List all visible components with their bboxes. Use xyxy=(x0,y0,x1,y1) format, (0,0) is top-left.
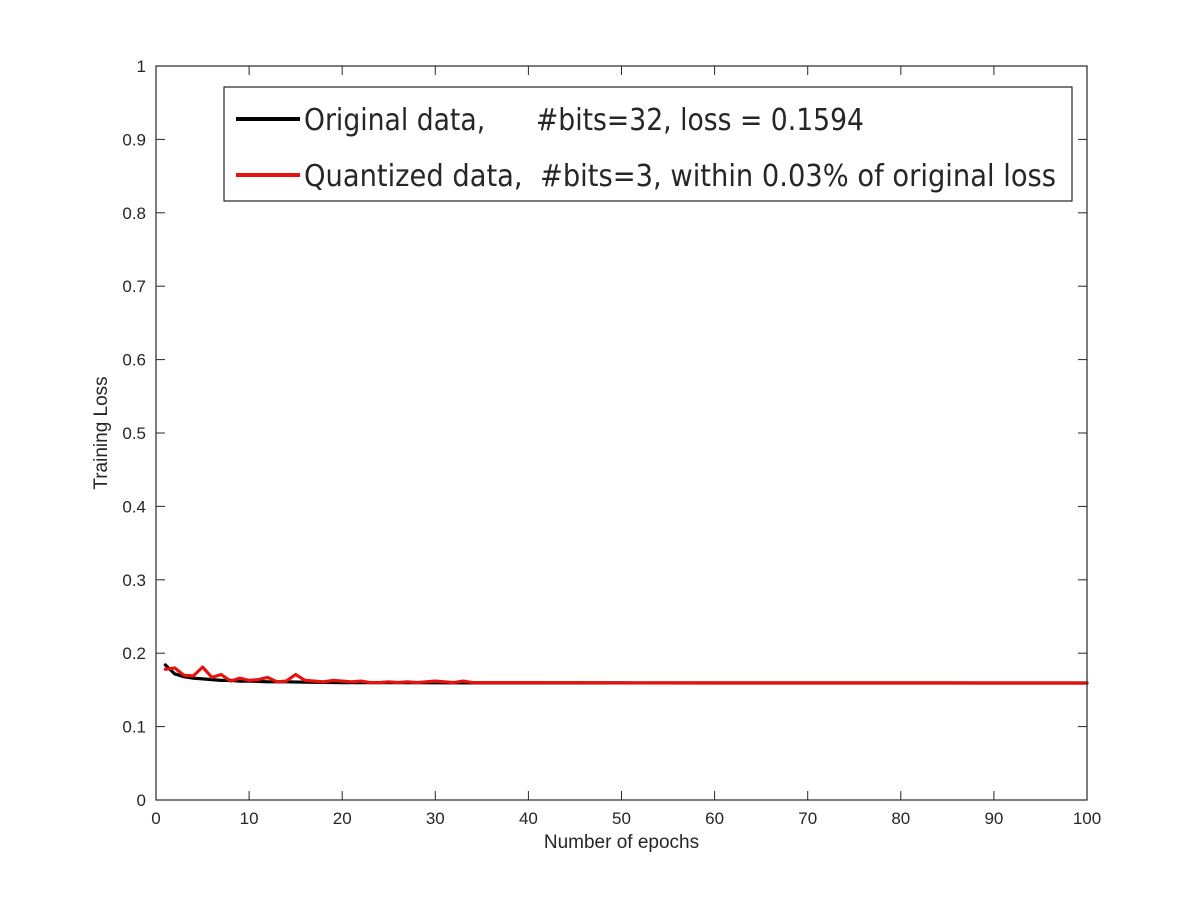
y-tick-label: 0.6 xyxy=(122,351,146,370)
axes: 0 10 20 30 40 50 60 70 80 90 100 0 0.1 0.2 0.3 0.4 0.5 0.… xyxy=(122,57,1101,828)
y-tick-label: 0.3 xyxy=(122,571,146,590)
x-tick-label: 20 xyxy=(333,809,352,828)
x-tick-label: 80 xyxy=(891,809,910,828)
y-tick-label: 0.9 xyxy=(122,130,146,149)
y-tick-label: 0.2 xyxy=(122,644,146,663)
x-axis-label: Number of epochs xyxy=(544,832,699,853)
x-tick-label: 50 xyxy=(612,809,631,828)
y-tick-label: 0.5 xyxy=(122,424,146,443)
y-tick-label: 0.8 xyxy=(122,204,146,223)
x-tick-label: 100 xyxy=(1073,809,1101,828)
series-line-quantized xyxy=(163,665,1089,685)
y-tick-label: 0 xyxy=(137,791,146,810)
x-tick-label: 40 xyxy=(519,809,538,828)
y-axis-label: Training Loss xyxy=(91,376,112,489)
y-tick-label: 0.7 xyxy=(122,277,146,296)
x-tick-label: 70 xyxy=(798,809,817,828)
y-tick-label: 0.1 xyxy=(122,718,146,737)
legend: Original data, #bits=32, loss = 0.1594 Q… xyxy=(223,86,1073,202)
legend-entry-quantized: Quantized data, #bits=3, within 0.03% of… xyxy=(304,159,1056,194)
plot-area xyxy=(163,663,1089,685)
x-tick-label: 60 xyxy=(705,809,724,828)
y-tick-label: 1 xyxy=(137,57,146,76)
x-tick-label: 10 xyxy=(240,809,259,828)
x-tick-label: 0 xyxy=(151,809,160,828)
legend-box xyxy=(223,86,1073,202)
y-tick-label: 0.4 xyxy=(122,497,146,516)
x-tick-label: 90 xyxy=(984,809,1003,828)
legend-entry-original: Original data, #bits=32, loss = 0.1594 xyxy=(304,103,864,138)
x-tick-label: 30 xyxy=(426,809,445,828)
